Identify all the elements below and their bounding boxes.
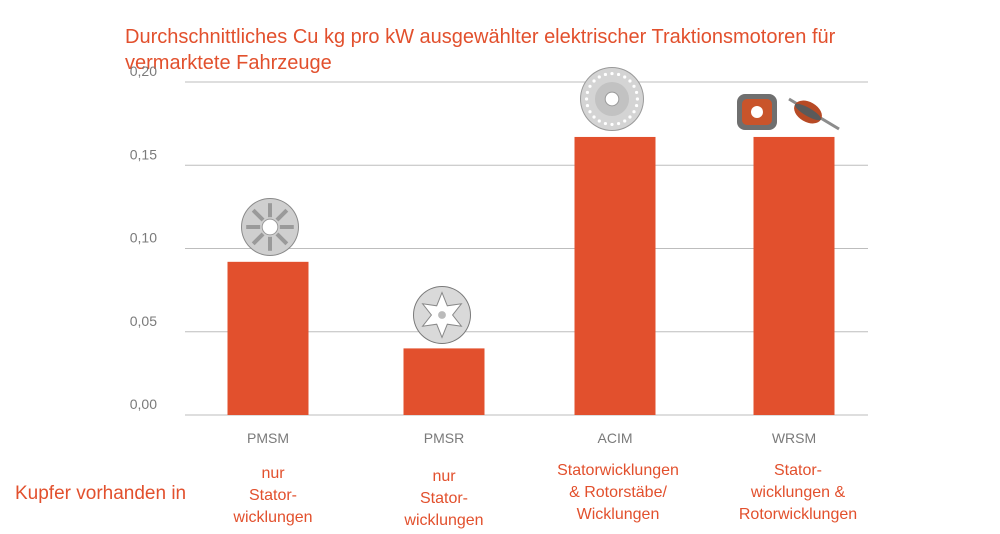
note-line: nur: [432, 468, 456, 485]
icon-rotor-core: [794, 103, 822, 121]
note-line: Statorwicklungen: [557, 462, 679, 479]
y-tick-label: 0,15: [130, 146, 157, 162]
bars: [227, 136, 835, 415]
note-pmsm: nur Stator- wicklungen: [188, 463, 358, 529]
icon-slot: [634, 103, 639, 108]
icon-slot: [597, 119, 601, 123]
note-line: Stator-: [419, 490, 468, 507]
note-line: Wicklungen: [576, 506, 660, 523]
note-pmsr: nur Stator- wicklungen: [359, 466, 529, 532]
icon-slot: [585, 90, 590, 95]
icon-slot: [588, 84, 592, 88]
icon-slot: [592, 115, 596, 119]
icon-slot: [623, 75, 627, 79]
note-line: wicklungen: [404, 512, 484, 529]
icon-bore: [751, 106, 763, 118]
bar-acim: [574, 136, 656, 415]
icon-slot: [628, 79, 632, 83]
note-line: Stator-: [773, 462, 822, 479]
stator-ring-icon: [241, 198, 299, 256]
note-acim: Statorwicklungen & Rotorstäbe/ Wicklunge…: [533, 460, 703, 526]
icon-slot: [610, 71, 614, 76]
icon-slot: [628, 115, 632, 119]
bar-wrsm: [753, 136, 835, 415]
icon-slot: [634, 90, 639, 95]
y-tick-label: 0,05: [130, 313, 157, 329]
note-line: wicklungen &: [750, 484, 846, 501]
rotor-star-icon: [413, 286, 471, 344]
icon-slot: [251, 208, 265, 222]
y-tick-label: 0,00: [130, 396, 157, 412]
chart-title-line-1: Durchschnittliches Cu kg pro kW ausgewäh…: [125, 26, 836, 48]
x-tick-label: WRSM: [772, 430, 816, 446]
note-wrsm: Stator- wicklungen & Rotorwicklungen: [713, 460, 883, 526]
icon-slot: [616, 121, 621, 126]
icon-hub: [604, 91, 620, 107]
chart-title-line-2: vermarktete Fahrzeuge: [125, 52, 332, 74]
icon-slot: [592, 79, 596, 83]
x-tick-label: PMSR: [424, 430, 464, 446]
note-line: wicklungen: [233, 509, 313, 526]
icon-slot: [623, 119, 627, 123]
x-tick-label: ACIM: [598, 430, 633, 446]
icon-slot: [603, 72, 608, 77]
bar-pmsm: [227, 261, 309, 415]
copper-row-label: Kupfer vorhanden in: [15, 483, 187, 504]
icon-slot: [616, 72, 621, 77]
note-line: Rotorwicklungen: [738, 506, 858, 523]
chart-title: Durchschnittliches Cu kg pro kW ausgewäh…: [125, 24, 885, 76]
note-line: nur: [261, 465, 285, 482]
icon-slot: [588, 110, 592, 114]
note-line: & Rotorstäbe/: [569, 484, 667, 501]
icon-slot: [603, 121, 608, 126]
x-axis-ticks: PMSM PMSR ACIM WRSM: [247, 430, 816, 446]
icon-slot: [632, 84, 636, 88]
icon-hub: [261, 218, 279, 236]
wound-rotor-icon: [737, 94, 840, 131]
icon-slot: [610, 122, 614, 127]
icon-slot: [585, 103, 590, 108]
icon-slot: [635, 97, 640, 101]
x-tick-label: PMSM: [247, 430, 289, 446]
y-tick-label: 0,20: [130, 63, 157, 79]
icon-slot: [275, 232, 289, 246]
icon-hub: [438, 311, 446, 319]
bar-pmsr: [403, 348, 485, 415]
induction-rotor-icon: [580, 67, 644, 131]
y-tick-label: 0,10: [130, 230, 157, 246]
icon-slot: [632, 110, 636, 114]
note-line: Stator-: [248, 487, 297, 504]
motor-icons: [241, 67, 840, 344]
icon-slot: [584, 97, 589, 101]
icon-slot: [275, 208, 289, 222]
icon-slot: [597, 75, 601, 79]
y-axis-ticks: 0,00 0,05 0,10 0,15 0,20: [130, 63, 157, 412]
icon-slot: [251, 232, 265, 246]
